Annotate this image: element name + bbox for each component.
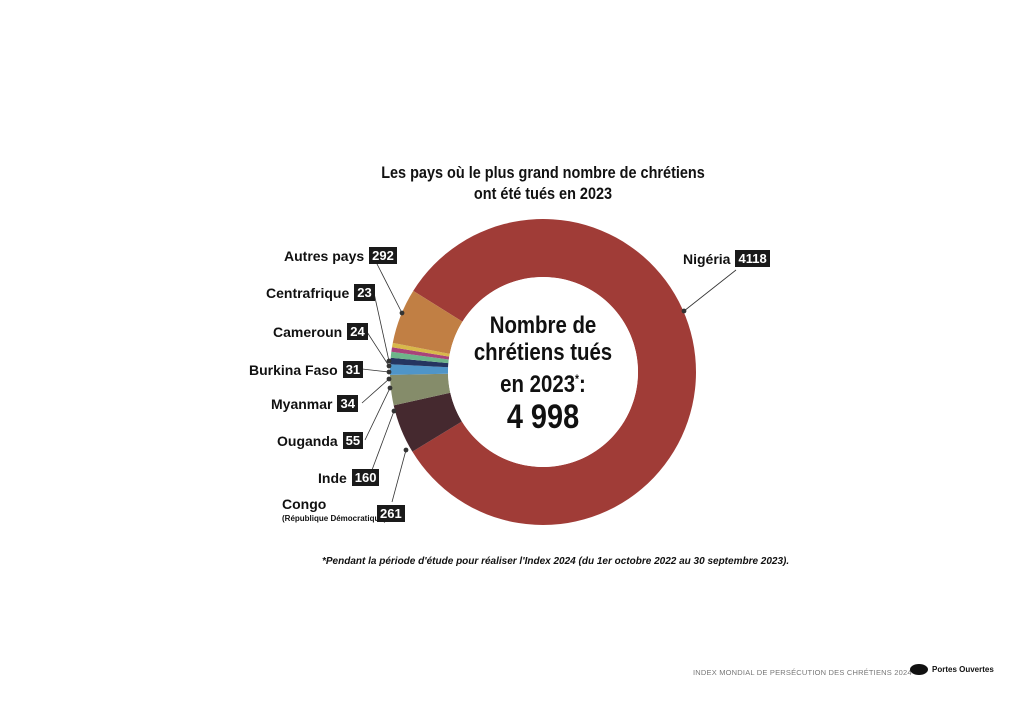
data-label: 31 xyxy=(342,361,364,378)
center-line-3: en 2023*: xyxy=(462,366,624,398)
label-myanmar: Myanmar 34 xyxy=(271,395,358,412)
center-year: en 2023 xyxy=(500,371,576,398)
center-total: 4 998 xyxy=(506,398,580,436)
label-congo-sub: (République Démocratique) xyxy=(282,514,387,523)
label-text: Centrafrique xyxy=(266,284,350,301)
leader-nigeria xyxy=(683,269,737,312)
data-label: 24 xyxy=(347,323,368,340)
data-label: 23 xyxy=(354,284,375,301)
label-text: Cameroun xyxy=(273,323,343,340)
footer-text: INDEX MONDIAL DE PERSÉCUTION DES CHRÉTIE… xyxy=(693,668,912,677)
slice-inde xyxy=(390,373,451,406)
leader-inde xyxy=(371,410,395,471)
slice-centrafrique xyxy=(392,342,450,357)
title-line-2: ont été tués en 2023 xyxy=(473,184,613,203)
donut-hole xyxy=(448,277,638,467)
label-autres: Autres pays 292 xyxy=(284,247,397,264)
label-text: Autres pays xyxy=(284,247,365,264)
leader-ouganda xyxy=(364,387,391,441)
label-burkina: Burkina Faso 31 xyxy=(249,361,364,378)
logo-text: Portes Ouvertes xyxy=(932,665,994,674)
data-label: 261 xyxy=(377,505,405,522)
slice-myanmar xyxy=(390,357,449,368)
center-line-2: chrétiens tués xyxy=(473,339,613,366)
slice-autres-pays xyxy=(392,290,463,354)
chart-title: Les pays où le plus grand nombre de chré… xyxy=(336,162,749,204)
label-text: Inde xyxy=(318,469,347,486)
data-label: 34 xyxy=(337,395,358,412)
asterisk: * xyxy=(575,372,580,386)
data-label: 55 xyxy=(342,432,364,449)
slice-cameroun xyxy=(391,347,450,360)
slice-burkina-faso xyxy=(390,351,449,364)
slice-nig-ria xyxy=(412,218,696,525)
donut-center-text: Nombre de chrétiens tués en 2023*: 4 998 xyxy=(448,312,638,436)
footnote: *Pendant la période d'étude pour réalise… xyxy=(322,556,790,567)
label-text: Nigéria xyxy=(683,250,731,267)
label-centrafrique: Centrafrique 23 xyxy=(266,284,375,301)
logo: Portes Ouvertes xyxy=(910,664,994,675)
label-nigeria: Nigéria 4118 xyxy=(683,250,770,267)
center-line-1: Nombre de xyxy=(489,312,597,339)
leader-autres xyxy=(375,261,403,314)
label-text: Congo xyxy=(282,496,327,512)
leader-cameroun xyxy=(366,331,390,367)
slice-ouganda xyxy=(390,364,449,375)
leader-centrafrique xyxy=(373,292,390,362)
data-label: 292 xyxy=(369,247,397,264)
slice-congo xyxy=(393,392,462,452)
leader-congo xyxy=(391,449,407,503)
label-text: Burkina Faso xyxy=(249,361,338,378)
leader-burkina xyxy=(361,368,390,373)
title-line-1: Les pays où le plus grand nombre de chré… xyxy=(381,163,705,182)
label-ouganda: Ouganda 55 xyxy=(277,432,364,449)
label-inde: Inde 160 xyxy=(318,469,380,486)
label-text: Myanmar xyxy=(271,395,333,412)
leader-myanmar xyxy=(361,378,390,404)
colon: : xyxy=(579,371,586,398)
label-text: Ouganda xyxy=(277,432,338,449)
label-congo: Congo xyxy=(282,496,326,512)
data-label: 160 xyxy=(351,469,380,486)
data-label: 4118 xyxy=(735,250,770,267)
value-congo: 261 xyxy=(377,505,405,522)
fish-logo-icon xyxy=(910,664,928,675)
label-cameroun: Cameroun 24 xyxy=(273,323,368,340)
